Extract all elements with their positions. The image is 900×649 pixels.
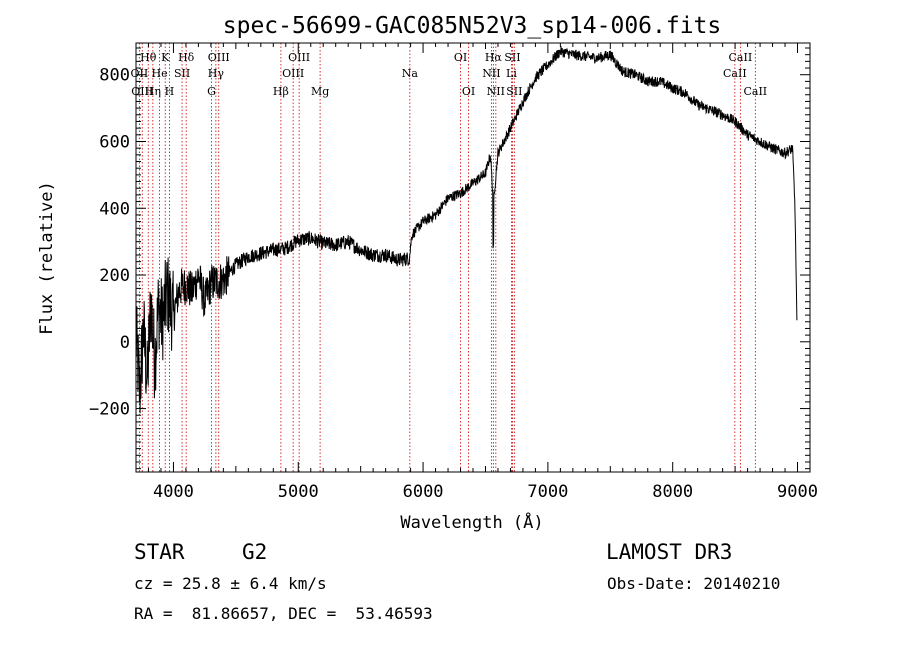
survey-name: LAMOST DR3 <box>606 540 733 564</box>
spectral-line-label: OIII <box>288 51 310 64</box>
observation-date: Obs-Date: 20140210 <box>607 574 781 593</box>
spectral-line-label: CaII <box>729 51 753 64</box>
spectral-line-label: Hβ <box>273 85 289 98</box>
spectral-line-label: Hα <box>485 51 503 64</box>
spectral-line-label: Hη <box>145 85 161 98</box>
spectral-line-label: OIII <box>282 67 304 80</box>
spectral-line-label: CaII <box>743 85 767 98</box>
spectral-line-label: Mg <box>311 85 329 98</box>
x-tick-label: 6000 <box>403 482 444 502</box>
spectral-line-label: Hδ <box>178 51 195 64</box>
spectral-line-label: OI <box>454 51 467 64</box>
spectral-line-label: OII <box>131 67 149 80</box>
y-tick-label: 600 <box>99 132 130 152</box>
spectral-line-label: Li <box>506 67 517 80</box>
spectral-line-label: OIII <box>208 51 230 64</box>
spectral-line-label: NII <box>487 85 505 98</box>
object-subclass: G2 <box>242 540 268 564</box>
x-axis-ticks: 4000 5000 6000 7000 8000 9000 <box>135 43 818 502</box>
y-tick-label: 200 <box>99 266 130 286</box>
spectral-line-label: H <box>165 85 175 98</box>
sky-coordinates: RA = 81.86657, DEC = 53.46593 <box>134 604 433 623</box>
spectral-line-label: K <box>161 51 170 64</box>
chart-title: spec-56699-GAC085N52V3_sp14-006.fits <box>223 13 722 39</box>
x-tick-label: 4000 <box>153 482 194 502</box>
spectral-line-label: Na <box>402 67 419 80</box>
x-axis-label: Wavelength (Å) <box>400 511 543 533</box>
y-tick-label: 400 <box>99 199 130 219</box>
spectrum-series-line <box>135 46 798 414</box>
object-class: STAR <box>134 540 185 564</box>
spectral-line-label: Hθ <box>140 51 157 64</box>
x-tick-label: 8000 <box>652 482 693 502</box>
spectral-line-markers <box>138 43 756 472</box>
spectral-line-label: NII <box>482 67 500 80</box>
redshift-velocity: cz = 25.8 ± 6.4 km/s <box>134 574 327 593</box>
spectral-line-label: SII <box>504 51 520 64</box>
spectral-line-label: G <box>207 85 216 98</box>
y-tick-label: −200 <box>89 400 130 420</box>
spectral-line-label: Hγ <box>208 67 225 80</box>
y-axis-ticks: −200 0 200 400 600 800 <box>89 47 810 470</box>
spectral-line-label: CaII <box>723 67 747 80</box>
x-tick-label: 5000 <box>278 482 319 502</box>
x-tick-label: 7000 <box>527 482 568 502</box>
spectral-line-label: SII <box>506 85 522 98</box>
y-tick-label: 800 <box>99 66 130 86</box>
spectral-line-label: OI <box>462 85 475 98</box>
spectral-line-label: SII <box>174 67 190 80</box>
y-axis-label: Flux (relative) <box>37 181 57 335</box>
spectral-line-label: He <box>152 67 168 80</box>
x-tick-label: 9000 <box>777 482 818 502</box>
y-tick-label: 0 <box>120 333 130 353</box>
